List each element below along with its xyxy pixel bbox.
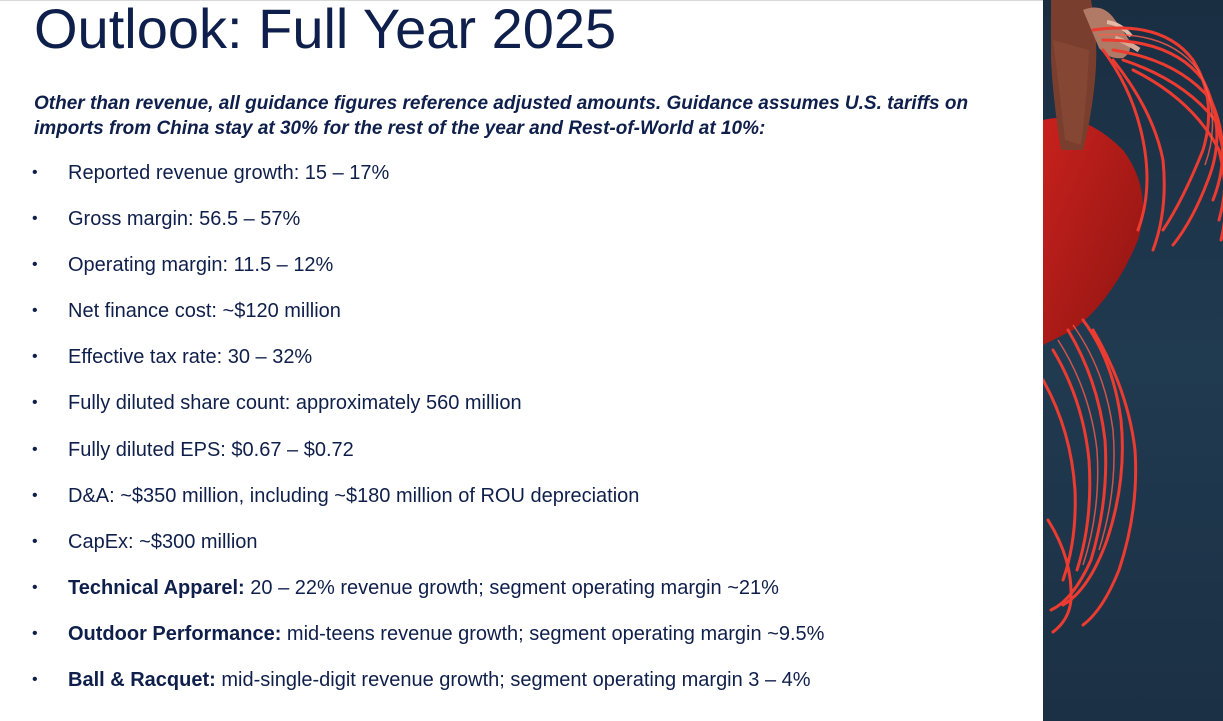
bullet-icon: • — [32, 671, 38, 689]
bullet-icon: • — [32, 164, 38, 181]
guidance-item-text-label: Fully diluted EPS: $0.67 – $0.72 — [68, 438, 354, 461]
guidance-item: • Outdoor Performance: mid-teens revenue … — [32, 620, 1022, 666]
guidance-item: • Fully diluted EPS: $0.67 – $0.72 — [32, 436, 1022, 482]
bullet-icon: • — [32, 578, 38, 596]
athlete-with-red-rope-photo — [1043, 0, 1223, 721]
guidance-item-text: Gross margin: 56.5 – 57% — [68, 205, 300, 233]
top-divider — [0, 0, 1223, 1]
bullet-icon: • — [32, 532, 38, 550]
bullet-icon: • — [32, 348, 38, 366]
bullet-icon: • — [32, 440, 38, 458]
guidance-item: • Net finance cost: ~$120 million — [32, 297, 1022, 343]
guidance-item: • Technical Apparel: 20 – 22% revenue gro… — [32, 574, 1022, 620]
guidance-item: • Gross margin: 56.5 – 57% — [32, 205, 1022, 251]
guidance-item-text: Technical Apparel: 20 – 22% revenue grow… — [68, 574, 779, 602]
guidance-item: • D&A: ~$350 million, including ~$180 mil… — [32, 482, 1022, 528]
guidance-item-text-label: Effective tax rate: 30 – 32% — [68, 346, 313, 369]
guidance-list: • Reported revenue growth: 15 – 17% • Gros… — [32, 159, 1022, 712]
guidance-item: • Reported revenue growth: 15 – 17% — [32, 159, 1022, 205]
guidance-item-text-label: Fully diluted share count: approximately… — [68, 392, 522, 415]
guidance-item-text: Fully diluted share count: approximately… — [68, 389, 522, 417]
page-title: Outlook: Full Year 2025 — [34, 0, 617, 60]
guidance-item-text: Net finance cost: ~$120 million — [68, 297, 341, 325]
guidance-item-text: Fully diluted EPS: $0.67 – $0.72 — [68, 436, 354, 464]
guidance-item: • Operating margin: 11.5 – 12% — [32, 251, 1022, 297]
guidance-item-text-label: mid-teens revenue growth; segment operat… — [286, 622, 825, 645]
guidance-item: • Ball & Racquet: mid-single-digit revenu… — [32, 666, 1022, 712]
guidance-item-text-label: Gross margin: 56.5 – 57% — [68, 208, 301, 231]
segment-name: Outdoor Performance: — [68, 622, 282, 645]
guidance-item-text: D&A: ~$350 million, including ~$180 mill… — [68, 482, 639, 510]
guidance-item: • Fully diluted share count: approximatel… — [32, 389, 1022, 435]
guidance-item: • CapEx: ~$300 million — [32, 528, 1022, 574]
segment-name: Technical Apparel: — [68, 576, 245, 599]
guidance-assumptions-note: Other than revenue, all guidance figures… — [34, 93, 969, 139]
guidance-item-text-label: mid-single-digit revenue growth; segment… — [221, 669, 811, 692]
bullet-icon: • — [32, 624, 38, 642]
bullet-icon: • — [32, 394, 38, 412]
guidance-item-text: Ball & Racquet: mid-single-digit revenue… — [68, 666, 811, 694]
guidance-item-text: Reported revenue growth: 15 – 17% — [68, 159, 389, 187]
bullet-icon: • — [32, 256, 38, 274]
photo-illustration — [1043, 0, 1223, 721]
guidance-item-text-label: Reported revenue growth: 15 – 17% — [68, 162, 390, 184]
guidance-item-text-label: Operating margin: 11.5 – 12% — [68, 254, 334, 277]
guidance-item-text-label: Net finance cost: ~$120 million — [68, 300, 341, 323]
guidance-item-text-label: CapEx: ~$300 million — [68, 530, 258, 553]
bullet-icon: • — [32, 302, 38, 320]
segment-name: Ball & Racquet: — [68, 669, 216, 692]
guidance-item-text: Outdoor Performance: mid-teens revenue g… — [68, 620, 824, 648]
guidance-item-text: CapEx: ~$300 million — [68, 528, 258, 556]
guidance-item: • Effective tax rate: 30 – 32% — [32, 343, 1022, 389]
guidance-item-text-label: 20 – 22% revenue growth; segment operati… — [250, 576, 779, 599]
bullet-icon: • — [32, 210, 38, 228]
bullet-icon: • — [32, 486, 38, 504]
guidance-item-text: Operating margin: 11.5 – 12% — [68, 251, 333, 279]
guidance-item-text: Effective tax rate: 30 – 32% — [68, 343, 312, 371]
guidance-item-text-label: D&A: ~$350 million, including ~$180 mill… — [68, 484, 640, 507]
